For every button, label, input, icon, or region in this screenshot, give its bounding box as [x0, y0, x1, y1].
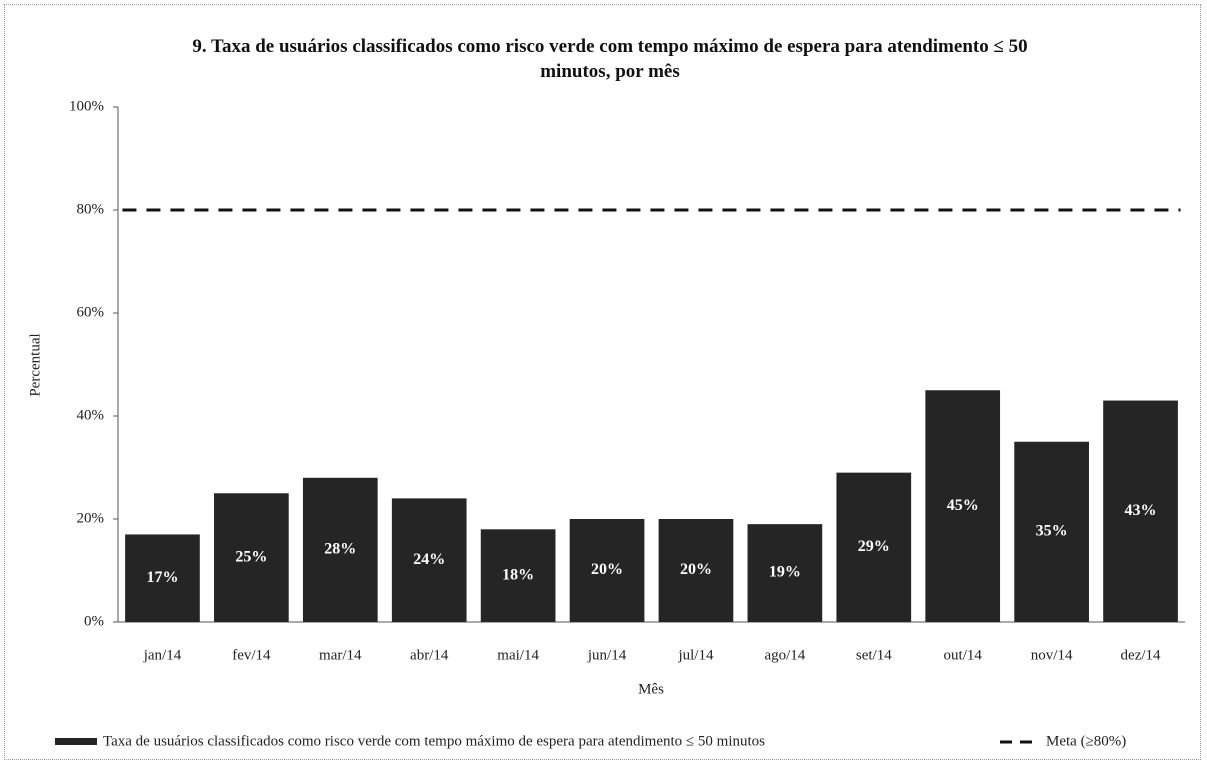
x-axis-label: Mês — [638, 681, 664, 697]
y-axis-label: Percentual — [27, 333, 43, 396]
data-label: 25% — [235, 548, 267, 565]
y-tick-label: 0% — [84, 613, 104, 629]
y-tick-label: 20% — [77, 510, 105, 526]
y-tick-label: 80% — [77, 201, 105, 217]
data-label: 19% — [769, 564, 801, 581]
data-label: 24% — [413, 551, 445, 568]
legend-swatch — [55, 738, 97, 745]
bar — [925, 390, 1001, 622]
bar — [391, 498, 467, 622]
frame — [4, 4, 1201, 760]
bar — [1103, 400, 1178, 622]
bar — [747, 524, 823, 622]
x-tick-label: jul/14 — [677, 647, 714, 663]
x-tick-label: ago/14 — [764, 647, 805, 663]
data-label: 43% — [1125, 502, 1157, 519]
x-tick-label: mai/14 — [497, 647, 539, 663]
bar — [302, 477, 378, 622]
data-label: 18% — [502, 566, 534, 583]
bar — [1014, 441, 1089, 622]
x-tick-label: set/14 — [856, 647, 892, 663]
bar — [214, 493, 289, 622]
y-tick-label: 100% — [69, 98, 104, 114]
data-label: 17% — [146, 569, 178, 586]
y-tick-label: 60% — [77, 304, 105, 320]
data-label: 35% — [1036, 523, 1068, 540]
y-tick-label: 40% — [77, 407, 105, 423]
data-label: 29% — [858, 538, 890, 555]
x-tick-label: jan/14 — [143, 647, 182, 663]
x-tick-label: mar/14 — [319, 647, 362, 663]
data-label: 28% — [324, 541, 356, 558]
data-label: 45% — [947, 497, 979, 514]
x-tick-label: fev/14 — [232, 647, 271, 663]
data-label: 20% — [591, 561, 623, 578]
bar — [125, 534, 200, 622]
x-tick-label: out/14 — [944, 647, 983, 663]
x-tick-label: jun/14 — [587, 647, 627, 663]
bar — [658, 519, 734, 622]
bar — [569, 519, 645, 622]
bar — [480, 529, 556, 622]
chart-title: 9. Taxa de usuários classificados como r… — [192, 36, 1028, 82]
data-label: 20% — [680, 561, 712, 578]
legend-label: Taxa de usuários classificados como risc… — [103, 733, 765, 749]
x-tick-label: abr/14 — [410, 647, 449, 663]
legend-label: Meta (≥80%) — [1046, 733, 1126, 749]
x-tick-label: nov/14 — [1031, 647, 1073, 663]
bar — [836, 472, 912, 622]
x-tick-label: dez/14 — [1121, 647, 1161, 663]
